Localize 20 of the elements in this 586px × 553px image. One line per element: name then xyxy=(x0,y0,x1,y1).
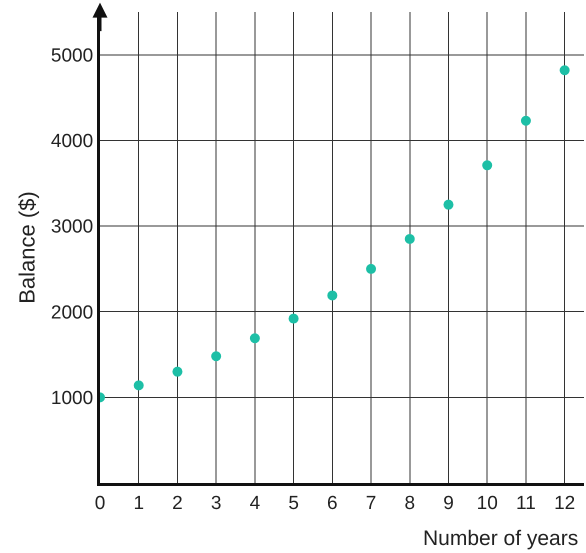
x-tick-label: 0 xyxy=(94,492,106,514)
x-tick-label: 5 xyxy=(288,492,299,514)
x-tick-label: 6 xyxy=(327,492,338,514)
y-tick-label: 3000 xyxy=(50,216,94,238)
y-tick-label: 2000 xyxy=(50,302,94,324)
y-tick-label: 5000 xyxy=(50,45,94,66)
x-tick-label: 10 xyxy=(476,492,498,514)
x-tick-label: 8 xyxy=(404,492,416,514)
x-tick-label: 4 xyxy=(250,492,261,514)
x-tick-label: 2 xyxy=(172,492,183,514)
x-tick-label: 12 xyxy=(554,492,576,514)
x-axis-title: Number of years xyxy=(423,527,578,550)
x-tick-label: 9 xyxy=(443,492,454,514)
x-tick-label: 7 xyxy=(366,492,376,514)
y-tick-label: 1000 xyxy=(50,388,94,410)
y-tick-label: 4000 xyxy=(50,131,94,152)
x-tick-label: 1 xyxy=(133,492,144,514)
y-axis-title: Balance ($) xyxy=(14,191,40,304)
x-tick-label: 3 xyxy=(210,492,222,514)
x-tick-label: 11 xyxy=(516,492,536,514)
